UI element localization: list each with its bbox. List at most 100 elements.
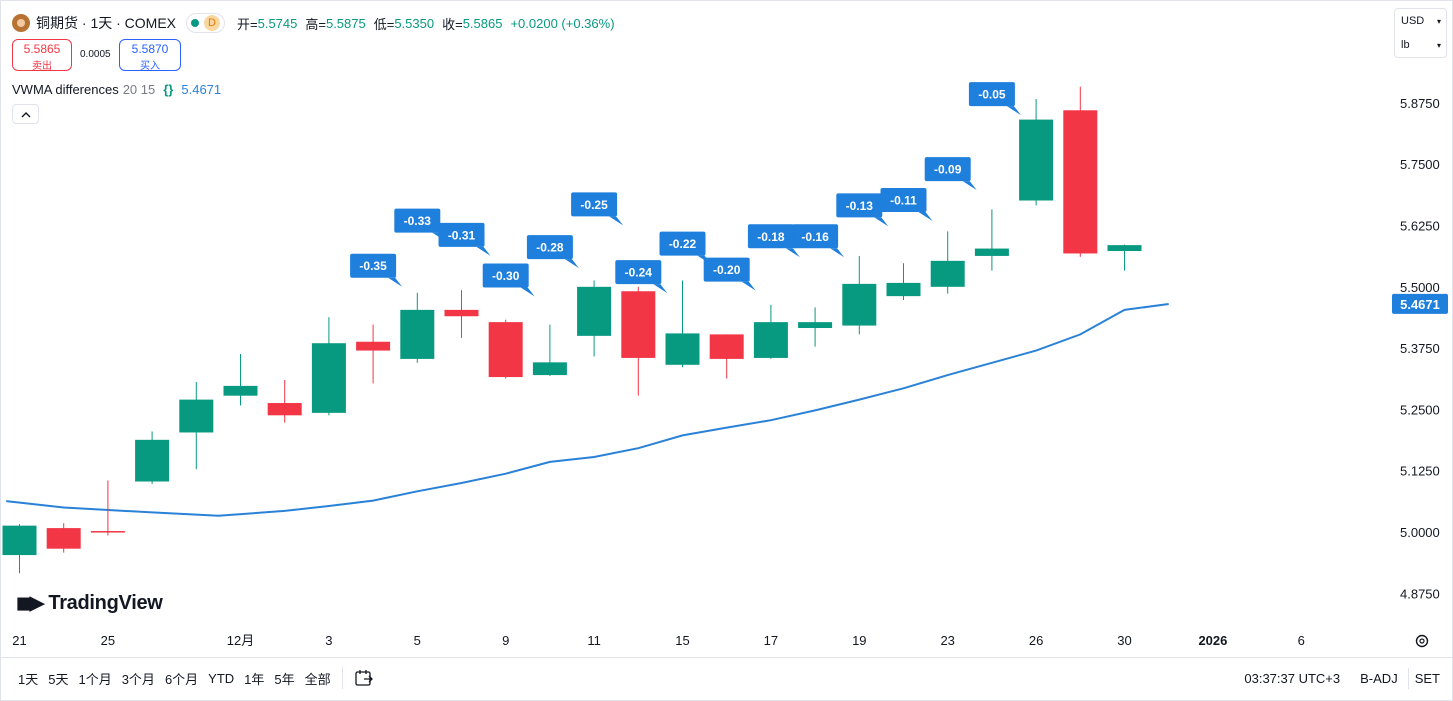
candle[interactable] bbox=[842, 255, 877, 335]
annotation-callout: -0.25 bbox=[571, 192, 624, 226]
annotation-box bbox=[659, 231, 706, 256]
close-value: 5.5865 bbox=[462, 15, 503, 31]
chart-settings-gear-icon[interactable] bbox=[1415, 634, 1429, 648]
candle[interactable] bbox=[1063, 86, 1098, 257]
time-tick-label: 5 bbox=[414, 633, 421, 648]
range-3m-button[interactable]: 3个月 bbox=[121, 671, 155, 687]
annotation-box bbox=[482, 263, 529, 288]
time-tick-label: 3 bbox=[325, 633, 332, 648]
badj-button[interactable]: B-ADJ bbox=[1360, 670, 1398, 686]
indicator-value: 5.4671 bbox=[181, 81, 222, 97]
date-range-button[interactable] bbox=[349, 665, 379, 691]
candle[interactable] bbox=[798, 307, 833, 347]
candle[interactable] bbox=[311, 317, 346, 416]
candle-body bbox=[886, 282, 921, 297]
sell-price: 5.5865 bbox=[23, 42, 61, 56]
range-ytd-button[interactable]: YTD bbox=[208, 670, 235, 686]
candle[interactable] bbox=[400, 292, 435, 363]
bottom-right-controls: 03:37:37 UTC+3 B-ADJ SET bbox=[1244, 658, 1446, 698]
clock-timezone[interactable]: 03:37:37 UTC+3 bbox=[1244, 670, 1341, 686]
candle-body bbox=[577, 286, 612, 336]
candle[interactable] bbox=[1019, 98, 1054, 206]
annotation-pointer bbox=[653, 284, 668, 294]
candle[interactable] bbox=[179, 381, 214, 470]
candle-body bbox=[267, 403, 302, 416]
sell-button[interactable]: 5.5865 卖出 bbox=[12, 39, 72, 72]
annotation-pointer bbox=[962, 181, 977, 191]
buy-button[interactable]: 5.5870 买入 bbox=[119, 39, 181, 72]
candle[interactable] bbox=[90, 480, 125, 536]
session-set-button[interactable]: SET bbox=[1407, 667, 1446, 689]
range-1y-button[interactable]: 1年 bbox=[244, 671, 265, 687]
range-1d-button[interactable]: 1天 bbox=[18, 671, 39, 687]
candle-body bbox=[46, 528, 81, 549]
annotation-callout: -0.30 bbox=[482, 263, 535, 297]
time-axis[interactable]: 21 25 12月 3 5 9 11 15 17 19 23 26 30 2026 6 bbox=[12, 633, 1429, 648]
indicator-legend[interactable]: VWMA differences 20 15 {} 5.4671 bbox=[12, 80, 221, 98]
indicator-name[interactable]: VWMA differences bbox=[12, 81, 119, 97]
market-status[interactable]: D bbox=[186, 13, 226, 33]
collapse-legend-button[interactable] bbox=[12, 104, 39, 124]
candle[interactable] bbox=[532, 324, 567, 377]
candles-series[interactable] bbox=[2, 86, 1142, 574]
symbol-title[interactable]: 铜期货 · 1天 · COMEX bbox=[36, 15, 177, 31]
annotation-box bbox=[880, 188, 927, 213]
candle[interactable] bbox=[577, 280, 612, 357]
annotation-callout: -0.31 bbox=[438, 222, 491, 256]
candle[interactable] bbox=[223, 354, 258, 406]
range-5d-button[interactable]: 5天 bbox=[48, 671, 69, 687]
currency-unit-selector[interactable]: USD ▾ lb ▾ bbox=[1394, 8, 1447, 58]
annotation-box bbox=[526, 235, 573, 260]
candle[interactable] bbox=[135, 431, 170, 484]
range-6m-button[interactable]: 6个月 bbox=[164, 671, 199, 687]
currency-selector[interactable]: USD ▾ bbox=[1395, 9, 1446, 33]
candle[interactable] bbox=[488, 319, 523, 379]
candle[interactable] bbox=[46, 523, 81, 553]
annotation-callout: -0.28 bbox=[526, 235, 579, 269]
candle[interactable] bbox=[709, 334, 744, 379]
candle[interactable] bbox=[974, 209, 1009, 271]
candle[interactable] bbox=[886, 263, 921, 301]
toolbar-divider bbox=[341, 667, 343, 689]
candle-body bbox=[444, 309, 479, 317]
sell-label: 卖出 bbox=[32, 61, 52, 72]
candle[interactable] bbox=[2, 524, 37, 574]
candle[interactable] bbox=[267, 379, 302, 423]
currency-label: USD bbox=[1401, 15, 1425, 27]
symbol-legend[interactable]: 铜期货 · 1天 · COMEX D 开= 5.5745 高= 5.5875 低… bbox=[12, 12, 615, 34]
candle[interactable] bbox=[930, 231, 965, 294]
annotation-pointer bbox=[918, 212, 933, 222]
range-all-button[interactable]: 全部 bbox=[304, 671, 331, 687]
candle[interactable] bbox=[753, 304, 788, 359]
candle[interactable] bbox=[621, 286, 656, 396]
range-5y-button[interactable]: 5年 bbox=[274, 671, 295, 687]
annotation-pointer bbox=[476, 246, 491, 256]
candle-body bbox=[842, 283, 877, 326]
candle[interactable] bbox=[665, 280, 700, 368]
tradingview-logo[interactable]: ◼▶ TradingView bbox=[16, 592, 163, 615]
price-tick-label: 5.8750 bbox=[1400, 96, 1440, 111]
copper-logo-icon bbox=[12, 14, 30, 32]
time-tick-label: 2026 bbox=[1198, 633, 1227, 648]
vwma-series bbox=[6, 303, 1169, 517]
open-value: 5.5745 bbox=[257, 15, 298, 31]
annotation-label: -0.05 bbox=[978, 88, 1006, 102]
candle-body bbox=[135, 439, 170, 482]
candle-body bbox=[356, 341, 391, 351]
tradingview-wordmark: TradingView bbox=[48, 592, 163, 614]
buy-label: 买入 bbox=[140, 61, 160, 72]
candle[interactable] bbox=[1107, 244, 1142, 271]
annotation-label: -0.35 bbox=[359, 259, 387, 273]
unit-selector[interactable]: lb ▾ bbox=[1395, 33, 1446, 57]
annotation-label: -0.33 bbox=[404, 214, 432, 228]
range-1m-button[interactable]: 1个月 bbox=[78, 671, 112, 687]
price-axis[interactable]: 4.8750 5.0000 5.1250 5.2500 5.3750 5.5000 5.62… bbox=[1400, 96, 1440, 601]
candle[interactable] bbox=[356, 324, 391, 384]
candle-body bbox=[2, 525, 37, 556]
candle[interactable] bbox=[444, 290, 479, 338]
source-code-icon[interactable]: {} bbox=[163, 81, 174, 97]
annotation-box bbox=[615, 260, 662, 285]
time-tick-label: 21 bbox=[12, 633, 26, 648]
candle-body bbox=[1019, 119, 1054, 201]
